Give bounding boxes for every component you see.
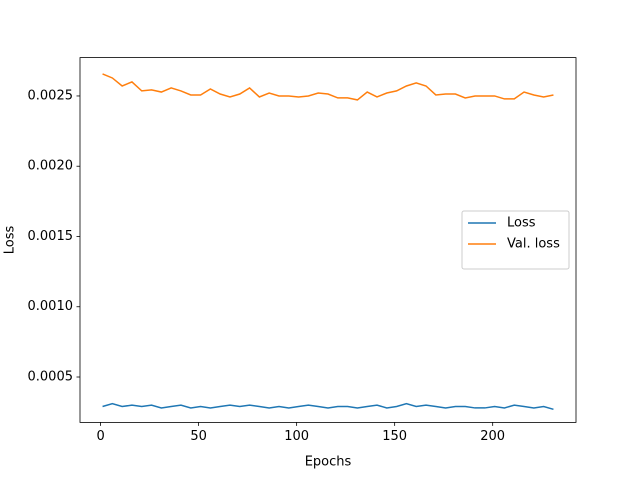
x-tick-label: 0	[96, 429, 104, 444]
legend-label: Val. loss	[507, 237, 560, 252]
data-line	[102, 73, 554, 101]
legend-box	[461, 210, 570, 270]
data-line	[102, 402, 554, 411]
x-axis-label: Epochs	[305, 455, 352, 470]
x-tick-label: 100	[284, 429, 309, 444]
y-tick-label: 0.0015	[28, 229, 74, 244]
plot-frame	[79, 57, 577, 423]
legend-label: Loss	[507, 216, 536, 231]
y-axis-label: Loss	[3, 226, 18, 255]
x-tick-label: 150	[382, 429, 407, 444]
y-tick-label: 0.0025	[28, 88, 74, 103]
x-tick-label: 200	[480, 429, 505, 444]
y-tick-label: 0.0010	[28, 299, 74, 314]
y-tick-label: 0.0020	[28, 159, 74, 174]
y-tick-label: 0.0005	[28, 370, 74, 385]
legend: Loss Val. loss	[461, 210, 570, 270]
x-tick-label: 50	[190, 429, 207, 444]
